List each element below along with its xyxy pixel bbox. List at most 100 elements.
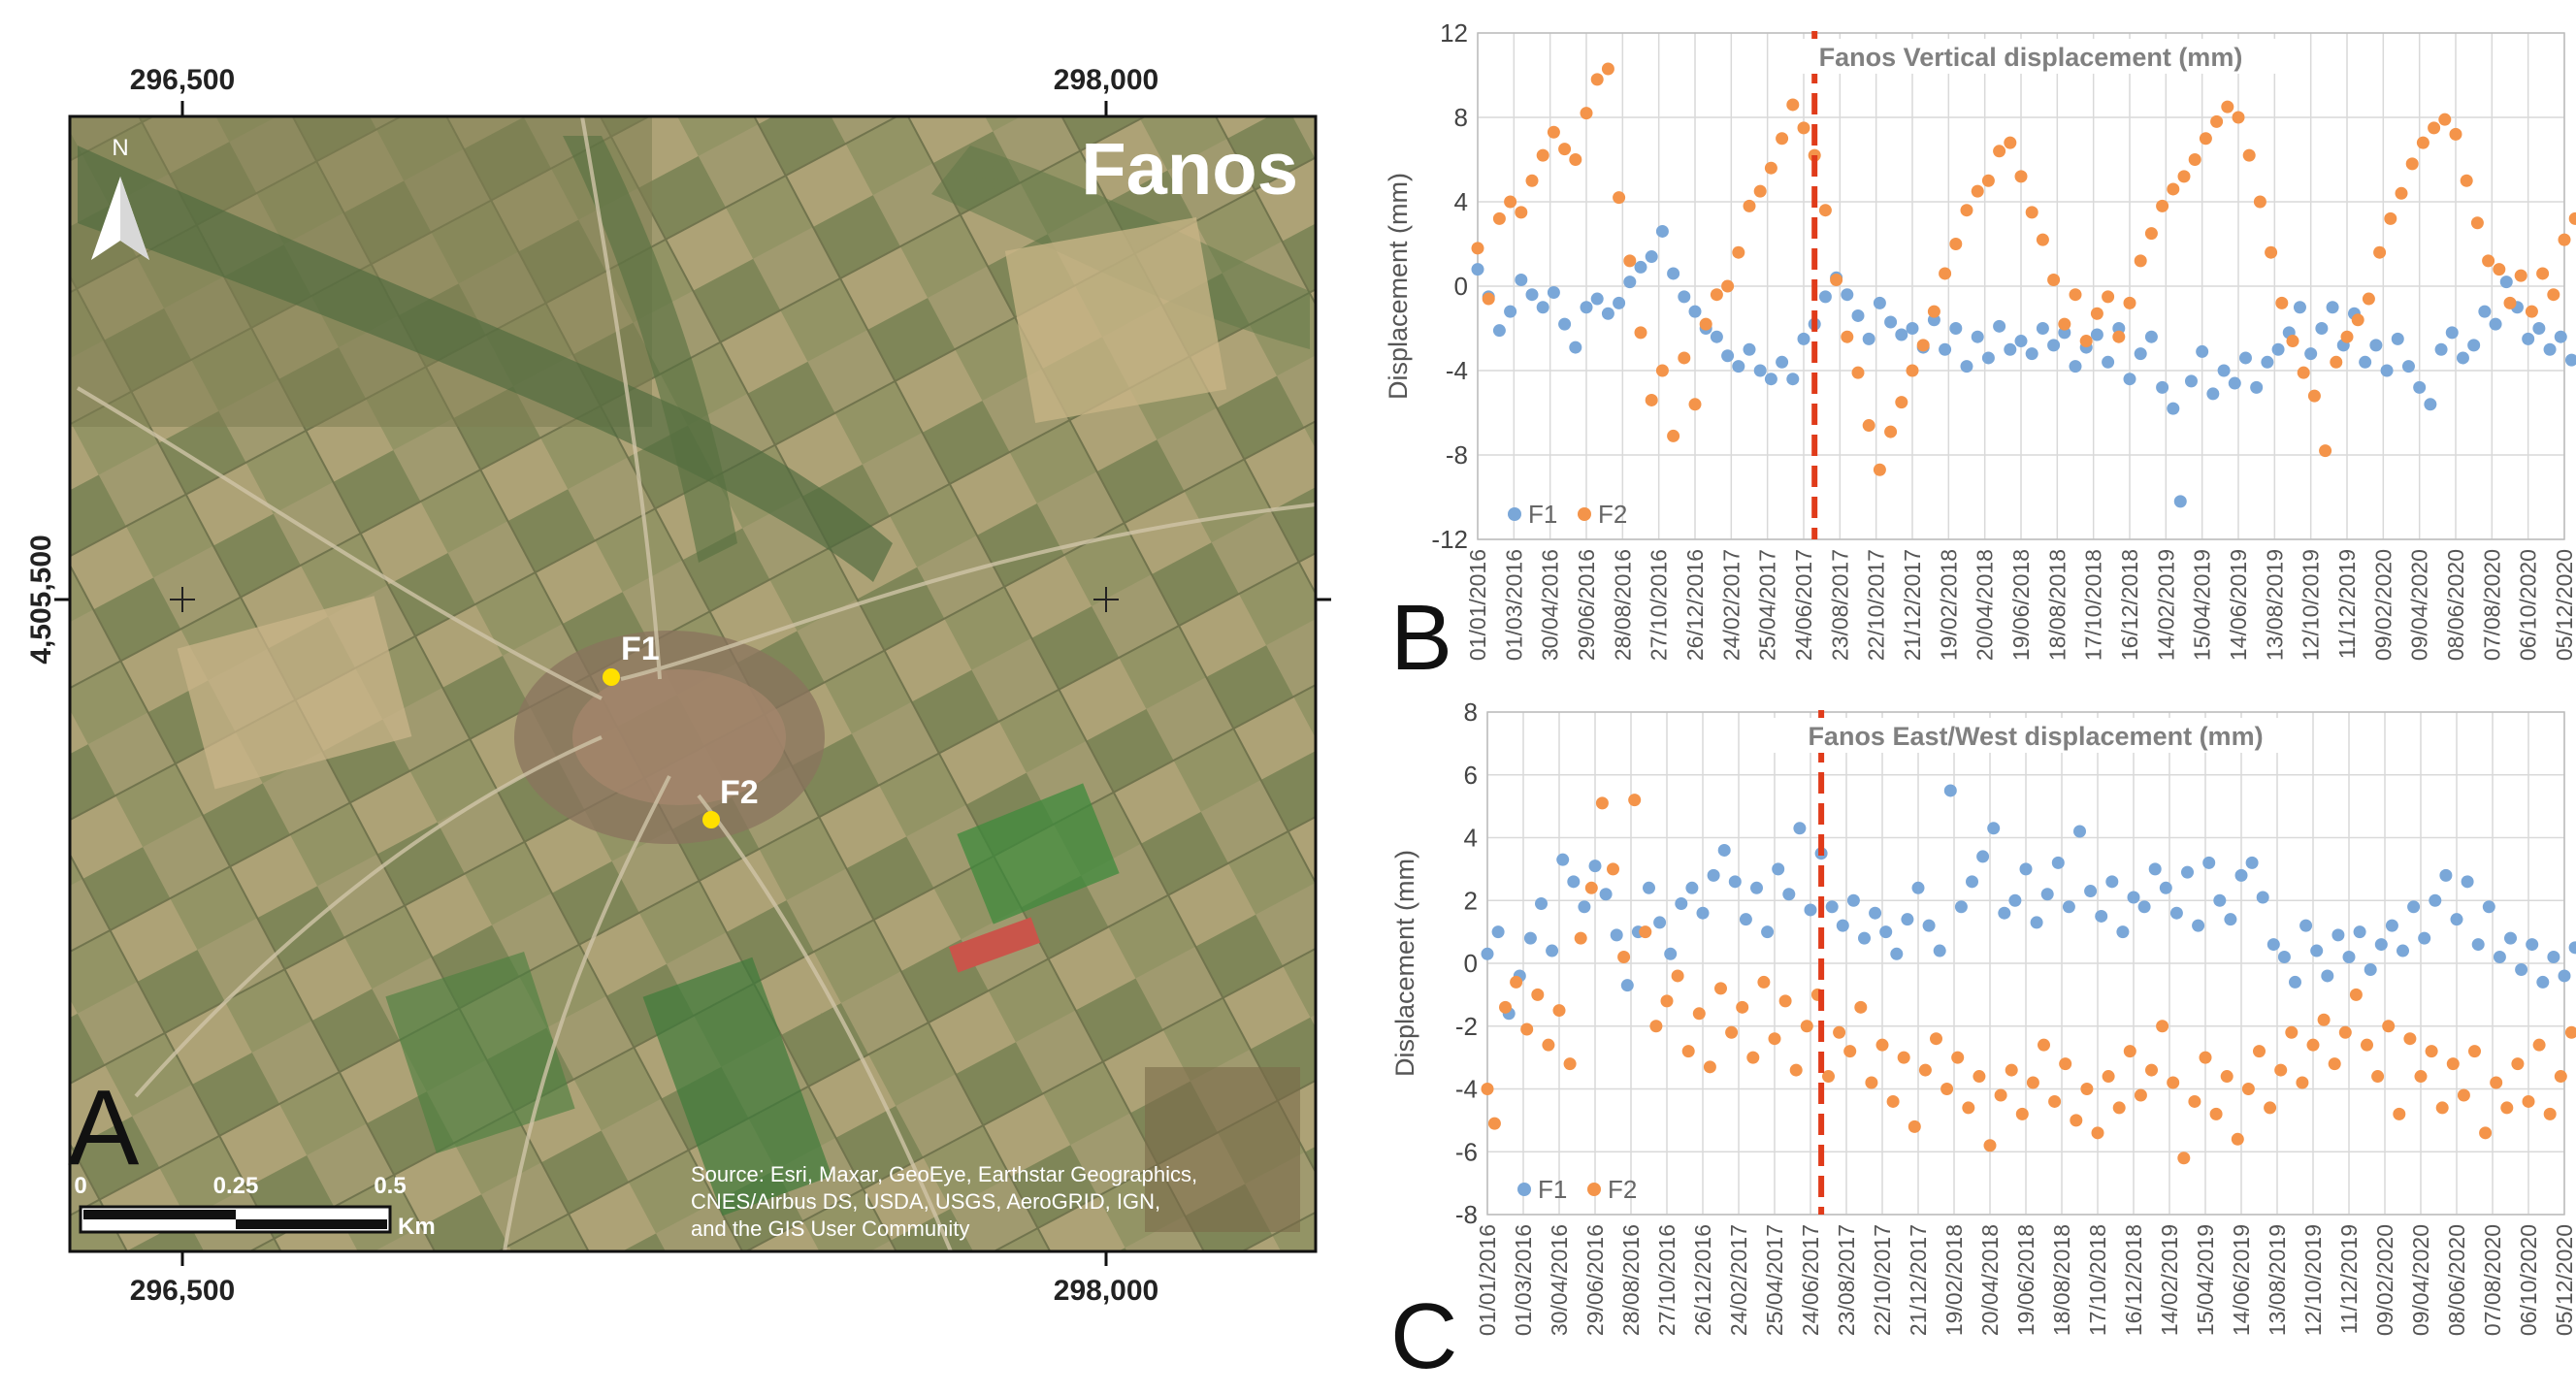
chart-c-f1-point-44 xyxy=(1954,900,1968,914)
chart-c-f2-point-6 xyxy=(1542,1038,1555,1052)
chart-b-f1-point-24 xyxy=(1732,360,1745,373)
chart-b-ytick-4: -4 xyxy=(1446,356,1468,385)
chart-c-f1-point-73 xyxy=(2266,938,2280,952)
scale-unit: Km xyxy=(398,1214,436,1240)
chart-c-f1-point-24 xyxy=(1739,913,1752,926)
chart-b-f1-point-16 xyxy=(1645,250,1658,264)
chart-b-f1-point-15 xyxy=(1634,260,1647,274)
chart-c-f2-point-70 xyxy=(2231,1132,2244,1146)
chart-b-f2-point-97 xyxy=(2525,305,2538,318)
chart-b-f1-point-10 xyxy=(1580,301,1593,314)
chart-c-f1-point-33 xyxy=(1836,919,1849,932)
chart-c-ytick-1: 6 xyxy=(1464,761,1478,790)
chart-b-f2-point-33 xyxy=(1830,273,1843,286)
chart-c-f2-point-12 xyxy=(1607,862,1619,876)
chart-c-f1-point-13 xyxy=(1620,979,1634,992)
chart-c-f2-point-11 xyxy=(1595,796,1609,810)
chart-b-f2-point-100 xyxy=(2558,233,2571,246)
chart-b-f2-point-24 xyxy=(1732,245,1745,259)
chart-b-f1-point-8 xyxy=(1558,317,1572,331)
point-f1[interactable]: F1 xyxy=(603,631,660,686)
chart-c-f1-point-91 xyxy=(2461,875,2474,889)
chart-b-f2-point-67 xyxy=(2199,132,2212,146)
point-f2[interactable]: F2 xyxy=(702,774,759,828)
chart-b-f2-point-55 xyxy=(2069,288,2082,302)
chart-b-f1-point-35 xyxy=(1851,308,1865,322)
chart-c-f2-point-82 xyxy=(2361,1038,2373,1052)
chart-b-grid xyxy=(1477,32,2565,540)
chart-c-f1-point-34 xyxy=(1846,893,1860,907)
chart-b-xtick-29: 06/10/2020 xyxy=(2516,549,2541,661)
chart-c-xtick-2: 30/04/2016 xyxy=(1547,1224,1572,1336)
chart-c-f2-point-37 xyxy=(1875,1038,1889,1052)
chart-b-f1-point-28 xyxy=(1776,355,1789,369)
chart-b-f1-point-66 xyxy=(2184,374,2198,388)
chart-c-xtick-30: 05/12/2020 xyxy=(2552,1224,2576,1336)
chart-b-series-f1 xyxy=(1471,224,2576,508)
chart-c-f1-point-100 xyxy=(2558,969,2571,983)
chart-c-f1-point-70 xyxy=(2234,868,2248,882)
chart-c-legend: F1 F2 xyxy=(1517,1175,1637,1204)
chart-b-f2-point-59 xyxy=(2112,330,2126,343)
chart-b-f1-point-57 xyxy=(2090,328,2103,341)
chart-b-f2-point-41 xyxy=(1916,339,1930,352)
chart-b-f2-point-5 xyxy=(1525,174,1539,187)
chart-c-f1-point-36 xyxy=(1869,906,1882,920)
chart-b-f1-point-45 xyxy=(1960,360,1973,373)
chart-b-f1-point-46 xyxy=(1971,330,1984,343)
chart-c-f1-point-17 xyxy=(1664,947,1678,960)
chart-c-f1-point-62 xyxy=(2148,862,2162,876)
chart-c-f2-point-9 xyxy=(1574,931,1587,945)
chart-b-f2-point-63 xyxy=(2156,199,2169,212)
chart-c-f2-point-2 xyxy=(1499,1000,1512,1014)
chart-b-f2-point-70 xyxy=(2232,111,2245,124)
chart-c-ytick-7: -6 xyxy=(1455,1137,1478,1166)
chart-b-f2-point-34 xyxy=(1841,330,1854,343)
chart-c-xtick-3: 29/06/2016 xyxy=(1582,1224,1608,1336)
chart-b-f2-point-14 xyxy=(1623,254,1637,268)
chart-b-f2-point-21 xyxy=(1699,317,1712,331)
map-y-tick-right: 4,505,500 xyxy=(1338,535,1339,664)
chart-c-f2-point-3 xyxy=(1510,975,1523,989)
chart-c-f1-point-38 xyxy=(1890,947,1904,960)
chart-c-f2-point-100 xyxy=(2554,1070,2567,1084)
chart-c-f1-point-0 xyxy=(1481,947,1494,960)
chart-b-f2-point-65 xyxy=(2177,170,2191,183)
chart-b-xtick-4: 28/08/2016 xyxy=(1610,549,1635,661)
chart-b-f1-point-50 xyxy=(2014,335,2028,348)
chart-b-f1-point-83 xyxy=(2369,339,2383,352)
chart-b-f1-point-4 xyxy=(1515,273,1528,286)
chart-c-f1-point-85 xyxy=(2397,944,2409,957)
chart-c-legend-f2-marker xyxy=(1587,1183,1601,1196)
chart-c-ytick-4: 0 xyxy=(1464,949,1478,978)
chart-b-xtick-5: 27/10/2016 xyxy=(1647,549,1672,661)
chart-c-f2-point-43 xyxy=(1940,1083,1954,1095)
chart-c-f2-point-23 xyxy=(1725,1025,1739,1039)
chart-c-xtick-6: 26/12/2016 xyxy=(1690,1224,1715,1336)
chart-b-f2-point-88 xyxy=(2428,121,2441,135)
chart-c-legend-f1-marker xyxy=(1517,1183,1531,1196)
chart-c-f1-point-66 xyxy=(2192,919,2205,932)
chart-b-xtick-13: 19/02/2018 xyxy=(1936,549,1961,661)
chart-c-xtick-0: 01/01/2016 xyxy=(1475,1224,1500,1336)
chart-b-xtick-8: 25/04/2017 xyxy=(1755,549,1780,661)
chart-b-f2-point-92 xyxy=(2470,216,2484,230)
chart-c-f1-point-21 xyxy=(1707,868,1720,882)
chart-b-f1-point-27 xyxy=(1764,373,1777,386)
chart-c-f1-point-25 xyxy=(1750,881,1763,894)
chart-c-f1-point-18 xyxy=(1675,896,1688,910)
chart-b-f1-point-68 xyxy=(2206,387,2220,401)
chart-b-f1-point-86 xyxy=(2401,360,2415,373)
chart-b-f1-point-6 xyxy=(1536,301,1549,314)
chart-b-f1-point-22 xyxy=(1710,330,1723,343)
chart-c-f1-point-69 xyxy=(2224,913,2237,926)
chart-c-f2-point-4 xyxy=(1520,1022,1534,1036)
chart-c-f2-point-50 xyxy=(2015,1107,2029,1120)
chart-b-f2-point-46 xyxy=(1971,184,1984,198)
chart-b-f1-point-74 xyxy=(2271,342,2285,356)
chart-b-f2-point-83 xyxy=(2373,245,2387,259)
chart-b-xtick-28: 07/08/2020 xyxy=(2479,549,2504,661)
chart-c-f2-point-41 xyxy=(1918,1063,1932,1077)
chart-b-plot-frame xyxy=(1477,32,2565,540)
chart-b-f1-point-40 xyxy=(1906,322,1919,335)
